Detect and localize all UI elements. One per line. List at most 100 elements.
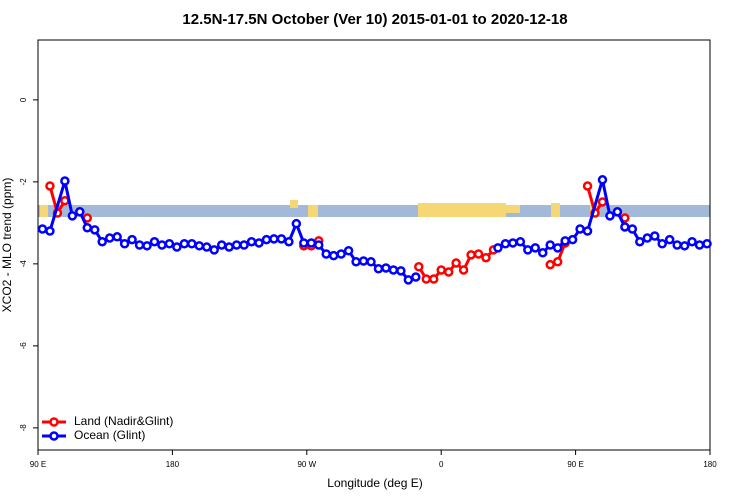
data-point — [597, 197, 608, 207]
data-point — [142, 241, 152, 251]
data-point — [642, 233, 653, 243]
data-point — [373, 264, 384, 274]
data-point — [414, 261, 424, 272]
data-point — [82, 223, 93, 233]
data-point — [209, 245, 219, 255]
data-point — [649, 231, 660, 241]
land-patch — [551, 203, 560, 217]
data-point — [552, 257, 563, 267]
data-point — [45, 226, 55, 236]
chart-title: 12.5N-17.5N October (Ver 10) 2015-01-01 … — [182, 11, 567, 28]
y-tick-label: -6 — [19, 342, 28, 350]
data-point — [530, 243, 541, 253]
data-point — [157, 240, 167, 250]
data-point — [89, 225, 100, 235]
data-point — [254, 238, 264, 248]
x-tick-label: 180 — [703, 460, 717, 469]
x-tick-label: 0 — [439, 460, 444, 469]
data-point — [164, 239, 175, 249]
legend-label: Ocean (Glint) — [74, 428, 145, 442]
data-point — [545, 259, 555, 270]
data-point — [187, 239, 197, 249]
data-point — [694, 240, 705, 250]
data-point — [306, 238, 317, 248]
data-point — [552, 243, 563, 253]
data-point — [224, 242, 234, 252]
series-line — [50, 186, 625, 279]
data-point — [291, 218, 302, 229]
data-point — [127, 234, 137, 245]
data-point — [201, 242, 212, 252]
data-point — [67, 211, 78, 221]
data-point — [537, 248, 548, 258]
data-point — [702, 239, 712, 249]
data-point — [508, 238, 518, 248]
data-point — [421, 274, 432, 284]
data-point — [134, 240, 145, 250]
data-point — [149, 236, 160, 247]
ocean-strip — [38, 205, 710, 217]
data-point — [328, 250, 339, 261]
data-point — [351, 257, 361, 267]
data-point — [366, 257, 376, 267]
data-point — [313, 240, 324, 250]
data-point — [466, 250, 476, 260]
data-point — [336, 249, 346, 259]
data-point — [60, 176, 70, 186]
data-point — [37, 224, 48, 234]
data-point — [396, 266, 406, 276]
x-tick-label: 90 E — [567, 460, 583, 469]
land-patch — [418, 203, 506, 217]
data-point — [239, 240, 249, 250]
data-point — [299, 238, 309, 248]
data-point — [523, 245, 533, 255]
y-tick-label: -8 — [19, 424, 28, 432]
data-point — [261, 234, 272, 245]
data-point — [321, 249, 331, 259]
data-point — [481, 252, 491, 263]
legend-marker — [49, 417, 59, 427]
data-point — [411, 272, 421, 282]
data-point — [582, 226, 593, 236]
data-point — [605, 211, 615, 221]
y-tick-label: -2 — [19, 178, 28, 186]
data-point — [451, 258, 461, 268]
data-point — [664, 234, 675, 245]
land-patch — [506, 205, 520, 213]
data-point — [679, 241, 690, 251]
data-point — [597, 175, 608, 185]
data-point — [560, 236, 570, 246]
x-tick-label: 180 — [166, 460, 180, 469]
x-tick-label: 90 E — [30, 460, 46, 469]
data-point — [620, 222, 630, 232]
data-point — [358, 256, 369, 266]
data-point — [45, 181, 55, 191]
data-point — [612, 207, 623, 217]
land-patch — [290, 200, 298, 208]
data-point — [97, 236, 107, 247]
x-tick-label: 90 W — [297, 460, 316, 469]
data-point — [473, 249, 484, 259]
data-point — [428, 274, 439, 284]
data-point — [381, 263, 391, 273]
data-point — [269, 234, 279, 244]
legend-marker — [49, 431, 59, 441]
land-patch — [40, 205, 48, 217]
data-point — [75, 207, 85, 217]
data-point — [112, 232, 122, 242]
land-patch — [308, 205, 318, 217]
data-point — [582, 181, 593, 191]
x-axis-label: Longitude (deg E) — [327, 476, 422, 490]
data-point — [567, 234, 578, 245]
data-point — [635, 236, 645, 247]
data-point — [575, 224, 585, 234]
data-point — [403, 275, 414, 285]
data-point — [545, 240, 555, 250]
data-point — [231, 240, 242, 250]
y-axis-label: XCO2 - MLO trend (ppm) — [0, 178, 14, 313]
data-point — [388, 265, 399, 275]
data-point — [687, 236, 697, 247]
y-tick-label: 0 — [19, 97, 28, 102]
